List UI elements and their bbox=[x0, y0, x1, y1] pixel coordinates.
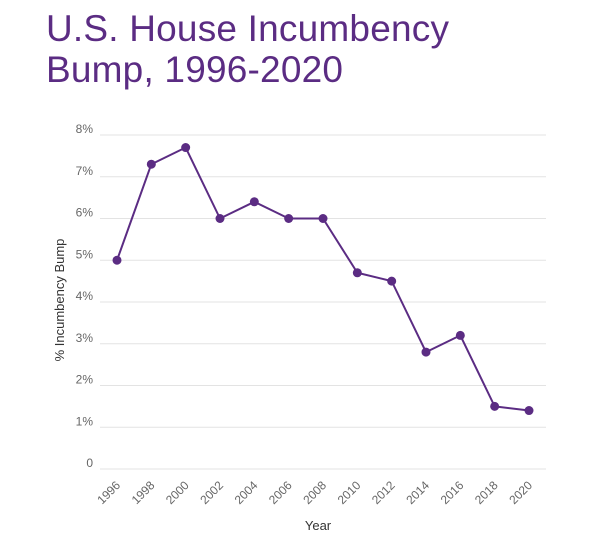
chart-title: U.S. House Incumbency Bump, 1996-2020 bbox=[46, 8, 586, 90]
y-tick-label: 4% bbox=[76, 289, 94, 303]
data-point[interactable] bbox=[181, 143, 191, 153]
x-tick-label: 1996 bbox=[94, 478, 123, 507]
data-point[interactable] bbox=[490, 401, 500, 411]
data-point[interactable] bbox=[215, 214, 225, 223]
y-tick-label: 8% bbox=[76, 122, 94, 136]
x-tick-label: 2002 bbox=[197, 478, 226, 507]
x-tick-label: 2010 bbox=[335, 478, 364, 507]
chart-title-line-1: U.S. House Incumbency bbox=[46, 8, 450, 49]
data-point[interactable] bbox=[524, 406, 534, 416]
y-tick-label: 7% bbox=[76, 164, 94, 178]
data-point[interactable] bbox=[249, 197, 259, 207]
x-tick-label: 2000 bbox=[163, 478, 192, 507]
data-point[interactable] bbox=[421, 347, 431, 357]
x-axis-title: Year bbox=[305, 518, 332, 533]
data-point[interactable] bbox=[387, 276, 397, 286]
chart-title-line-2: Bump, 1996-2020 bbox=[46, 49, 344, 90]
y-tick-label: 2% bbox=[76, 373, 94, 387]
series-layer bbox=[112, 143, 534, 416]
data-point[interactable] bbox=[318, 214, 328, 223]
data-point[interactable] bbox=[352, 268, 362, 278]
y-tick-label: 6% bbox=[76, 206, 94, 220]
x-tick-label: 2012 bbox=[369, 478, 398, 507]
y-tick-label: 0 bbox=[86, 456, 93, 470]
y-axis-ticks: 0 1% 2% 3% 4% 5% 6% 7% 8% bbox=[76, 122, 94, 470]
data-point[interactable] bbox=[112, 255, 122, 265]
data-point[interactable] bbox=[455, 330, 465, 340]
y-axis-title: % Incumbency Bump bbox=[52, 239, 67, 362]
gridlines bbox=[100, 134, 546, 470]
x-axis-ticks: 1996 1998 2000 2002 2004 2006 2008 2010 2012 2014… bbox=[94, 478, 535, 507]
data-point[interactable] bbox=[284, 214, 294, 223]
x-tick-label: 2014 bbox=[403, 478, 432, 507]
y-tick-label: 1% bbox=[76, 414, 94, 428]
x-tick-label: 2006 bbox=[266, 478, 295, 507]
x-tick-label: 2020 bbox=[506, 478, 535, 507]
data-point[interactable] bbox=[146, 159, 156, 169]
x-tick-label: 2008 bbox=[300, 478, 329, 507]
x-tick-label: 2016 bbox=[438, 478, 467, 507]
x-tick-label: 2004 bbox=[232, 478, 261, 507]
x-tick-label: 1998 bbox=[129, 478, 158, 507]
x-tick-label: 2018 bbox=[472, 478, 501, 507]
y-tick-label: 3% bbox=[76, 331, 94, 345]
series-line bbox=[116, 146, 530, 412]
y-tick-label: 5% bbox=[76, 247, 94, 261]
